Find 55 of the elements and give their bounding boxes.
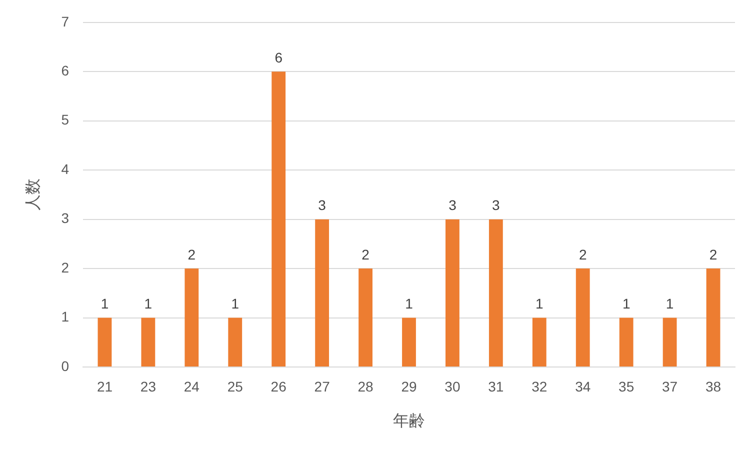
bar: [98, 318, 112, 366]
data-label: 1: [535, 296, 544, 312]
bar: [184, 268, 199, 366]
bar: [488, 219, 503, 366]
x-tick-label: 21: [96, 378, 113, 394]
data-label: 3: [318, 197, 326, 214]
x-axis-title: 年齢: [392, 412, 425, 430]
bar: [446, 219, 460, 366]
data-label: 2: [578, 246, 587, 262]
x-tick-label: 37: [662, 378, 678, 394]
y-tick-label: 2: [61, 259, 70, 276]
bar: [315, 219, 330, 366]
data-label: 1: [622, 296, 630, 312]
data-label: 1: [144, 296, 152, 312]
data-label: 3: [448, 197, 457, 214]
data-label: 6: [274, 49, 283, 66]
data-label: 2: [709, 246, 718, 262]
x-tick-label: 26: [270, 378, 287, 394]
data-label: 1: [666, 296, 674, 312]
bar: [272, 72, 286, 366]
data-label: 3: [492, 197, 500, 214]
x-tick-label: 25: [227, 378, 244, 394]
data-label: 1: [405, 296, 414, 312]
x-tick-label: 35: [618, 378, 634, 394]
y-tick-label: 6: [61, 62, 70, 78]
bar: [662, 318, 677, 366]
x-tick-label: 38: [705, 378, 722, 394]
x-tick-label: 30: [444, 378, 460, 394]
x-tick-label: 28: [358, 378, 374, 394]
bar: [706, 268, 720, 366]
bar: [228, 318, 242, 366]
x-tick-label: 27: [314, 378, 330, 394]
y-tick-label: 4: [61, 160, 70, 177]
y-tick-label: 1: [61, 308, 70, 325]
y-tick-label: 5: [61, 112, 70, 128]
data-label: 2: [362, 246, 370, 262]
bar: [619, 318, 634, 366]
y-tick-label: 0: [61, 358, 70, 374]
x-tick-label: 23: [140, 378, 156, 394]
y-axis-title: 人数: [25, 178, 42, 211]
bar: [576, 268, 590, 366]
data-label: 1: [231, 296, 240, 312]
x-tick-label: 31: [488, 378, 504, 394]
data-label: 1: [100, 296, 109, 312]
bar: [532, 318, 546, 366]
bar: [402, 318, 416, 366]
x-tick-label: 34: [575, 378, 591, 394]
bar: [358, 268, 372, 366]
bar: [141, 318, 156, 366]
y-tick-label: 3: [61, 210, 70, 226]
y-tick-label: 7: [61, 13, 70, 30]
x-tick-label: 32: [532, 378, 548, 394]
data-label: 2: [188, 246, 196, 262]
x-tick-label: 29: [401, 378, 417, 394]
x-tick-label: 24: [184, 378, 200, 394]
